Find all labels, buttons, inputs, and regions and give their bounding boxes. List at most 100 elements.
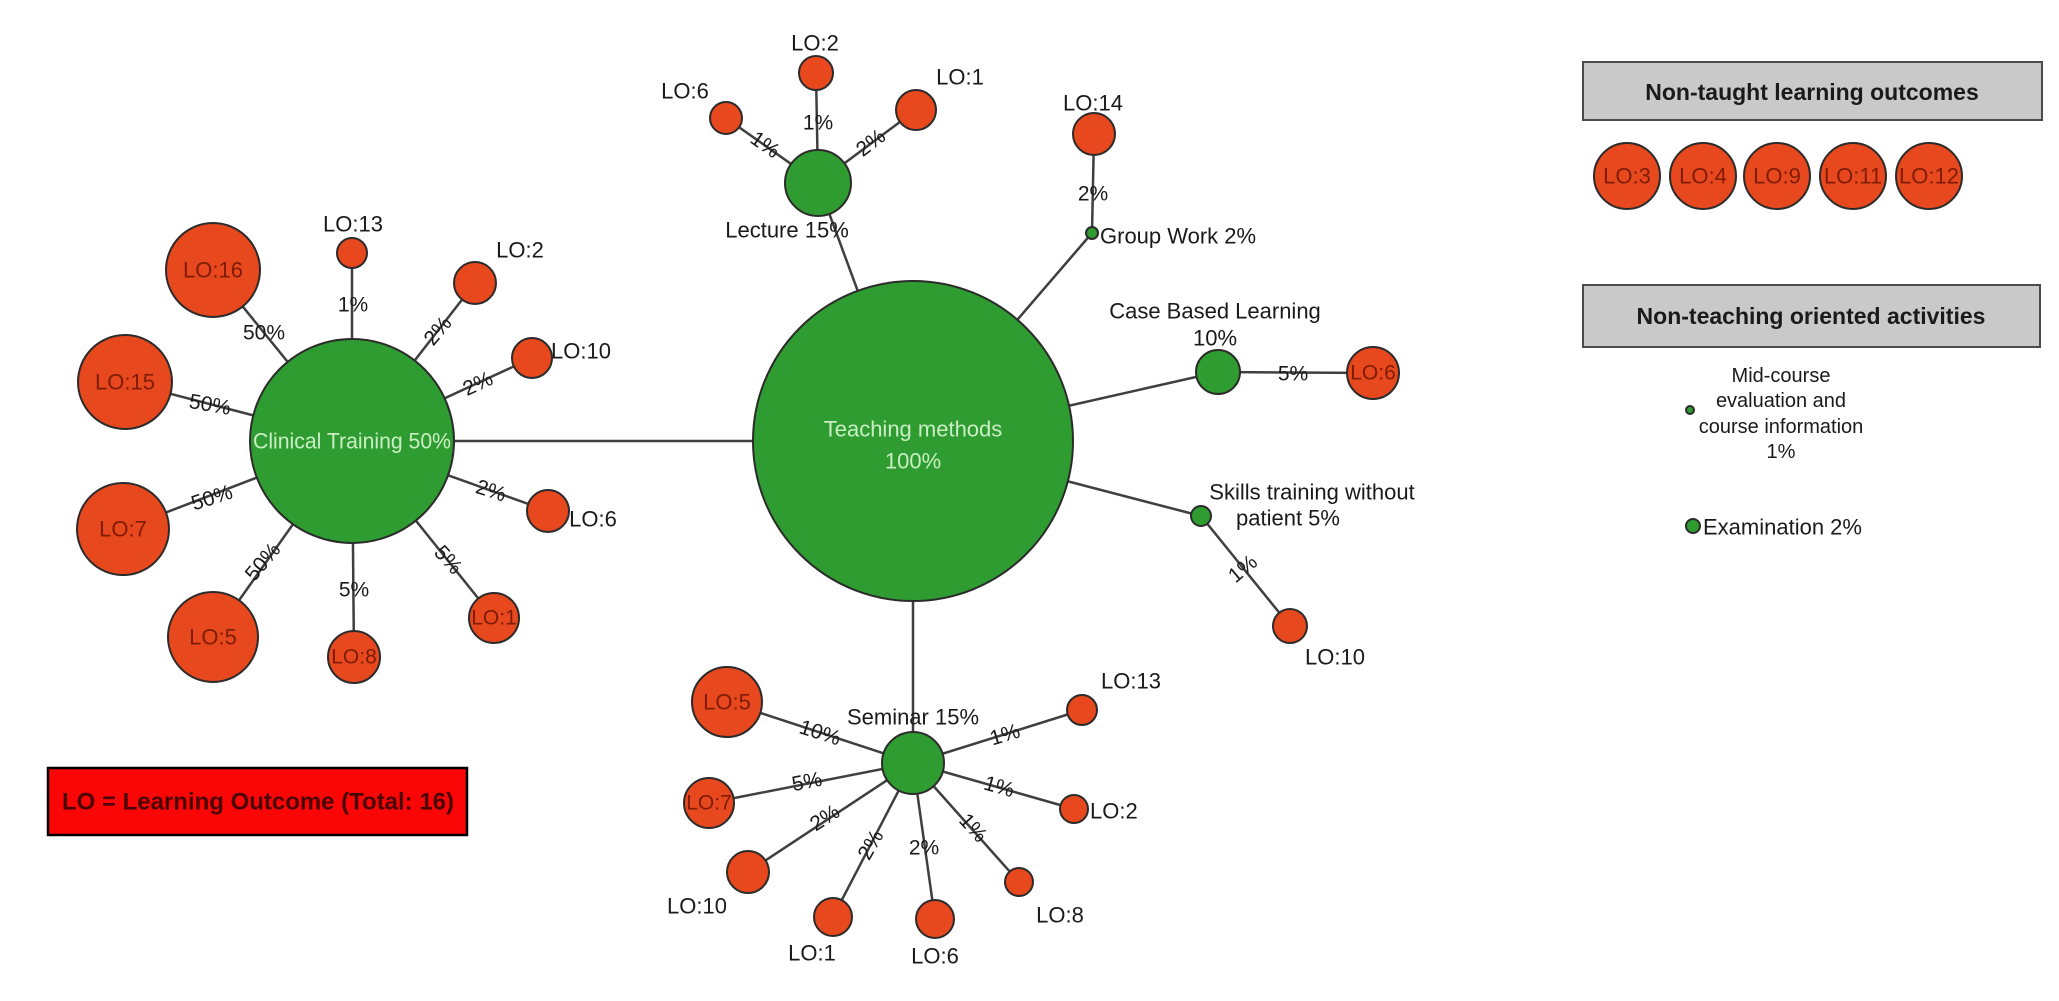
group-work-node	[1085, 226, 1099, 240]
center-label: Teaching methods	[824, 417, 1003, 442]
lecture-lo6-node	[709, 101, 743, 135]
lo-label: LO:6	[911, 944, 959, 969]
case-based-lo6-node	[1346, 346, 1400, 400]
edge-pct: 10%	[796, 716, 843, 751]
midcourse-line2: evaluation and	[1716, 390, 1846, 412]
edge-pct: 2%	[419, 312, 456, 350]
examination-dot	[1685, 518, 1701, 534]
edge-pct: 5%	[339, 579, 369, 602]
midcourse-line1: Mid-course	[1732, 365, 1831, 387]
center-pct: 100%	[885, 449, 941, 474]
lo-label: LO:8	[1036, 903, 1084, 928]
lo-label: LO:2	[496, 238, 544, 263]
lo-label: LO:3	[1603, 164, 1651, 189]
lo-label: LO:10	[667, 894, 727, 919]
lo-label: LO:6	[569, 507, 617, 532]
seminar-lo2-node	[1059, 794, 1089, 824]
lo-label: LO:2	[791, 31, 839, 56]
seminar-label: Seminar 15%	[847, 705, 979, 730]
edge-pct: 2%	[459, 367, 496, 401]
clinical-lo6-node	[526, 489, 570, 533]
edge-pct: 50%	[187, 390, 232, 420]
seminar-lo5-node	[691, 666, 763, 738]
teaching-methods-node	[752, 280, 1074, 602]
seminar-lo8-node	[1004, 867, 1034, 897]
clinical-lo1-node	[468, 592, 520, 644]
edge-line	[1200, 515, 1291, 627]
midcourse-line4: 1%	[1767, 441, 1796, 463]
lo-label: LO:9	[1753, 164, 1801, 189]
edge-pct: 1%	[338, 294, 368, 317]
case-based-title: Case Based Learning	[1109, 299, 1321, 324]
lo-label: LO:1	[788, 941, 836, 966]
lo-label: LO:14	[1063, 91, 1123, 116]
edge-pct: 50%	[188, 481, 235, 516]
lo-label: LO:10	[551, 339, 611, 364]
clinical-lo10-node	[511, 337, 553, 379]
edge-pct: 1%	[987, 720, 1023, 751]
lo-label: LO:4	[1679, 164, 1727, 189]
seminar-lo6-node	[915, 899, 955, 939]
edge-pct: 5%	[429, 541, 466, 579]
midcourse-dot	[1685, 405, 1695, 415]
legend-non-taught-title: Non-taught learning outcomes	[1645, 79, 1979, 105]
lo-label: LO:1	[471, 607, 517, 630]
lo-label: LO:16	[183, 258, 243, 283]
lo-label: LO:11	[1824, 164, 1882, 189]
edge-line	[747, 761, 914, 874]
lo-label: LO:5	[189, 625, 237, 650]
edge-pct: 1%	[1224, 550, 1262, 587]
edge-pct: 2%	[1078, 183, 1108, 206]
key-box	[46, 766, 469, 837]
skills-title-line1: Skills training without	[1209, 480, 1414, 505]
skills-lo10-node	[1272, 608, 1308, 644]
group-work-label: Group Work 2%	[1100, 224, 1256, 249]
edge-pct: 1%	[746, 127, 784, 163]
lo-label: LO:6	[1350, 362, 1396, 385]
group-work-lo14-node	[1072, 112, 1116, 156]
red-nodes	[76, 55, 1400, 939]
lecture-label: Lecture 15%	[725, 218, 849, 243]
edge-pct: 2%	[909, 837, 939, 860]
seminar-lo10-node	[726, 850, 770, 894]
edge-pct: 1%	[803, 112, 833, 135]
lo-label: LO:12	[1899, 164, 1959, 189]
legend-activities-title: Non-teaching oriented activities	[1637, 303, 1986, 329]
lo-label: LO:7	[99, 517, 147, 542]
legend-activities-box	[1582, 284, 2041, 348]
lo-label: LO:1	[936, 65, 984, 90]
clinical-lo2-node	[453, 261, 497, 305]
skills-title-line2: patient 5%	[1236, 506, 1340, 531]
edge-line	[708, 761, 914, 805]
lo-label: LO:7	[686, 792, 732, 815]
case-based-pct: 10%	[1193, 326, 1237, 351]
skills-training-node	[1190, 505, 1212, 527]
legend-activities: Non-teaching oriented activities Mid-cou…	[1582, 284, 2041, 540]
lo-label: LO:5	[703, 690, 751, 715]
clinical-lo7-node	[76, 482, 170, 576]
edge-pct: 50%	[243, 322, 285, 345]
clinical-training-node	[249, 338, 455, 544]
legend-lo11-node	[1819, 142, 1887, 210]
green-nodes	[249, 149, 1241, 795]
clinical-lo15-node	[77, 334, 173, 430]
legend-lo4-node	[1669, 142, 1737, 210]
seminar-lo7-node	[683, 777, 735, 829]
lo-label: LO:10	[1305, 645, 1365, 670]
lo-label: LO:8	[331, 646, 377, 669]
lo-label: LO:13	[1101, 669, 1161, 694]
edge-pct: 5%	[1278, 363, 1308, 386]
seminar-node	[881, 731, 945, 795]
clinical-lo5-node	[167, 591, 259, 683]
edge-pct: 2%	[853, 826, 888, 864]
edge-pct: 2%	[852, 125, 890, 162]
seminar-lo1-node	[813, 897, 853, 937]
key-box-text: LO = Learning Outcome (Total: 16)	[62, 789, 454, 816]
lecture-lo2-node	[798, 55, 834, 91]
legend-lo12-node	[1895, 142, 1963, 210]
lo-label: LO:13	[323, 212, 383, 237]
examination-label: Examination 2%	[1703, 515, 1862, 540]
lo-label: LO:2	[1090, 799, 1138, 824]
midcourse-line3: course information	[1699, 416, 1864, 438]
